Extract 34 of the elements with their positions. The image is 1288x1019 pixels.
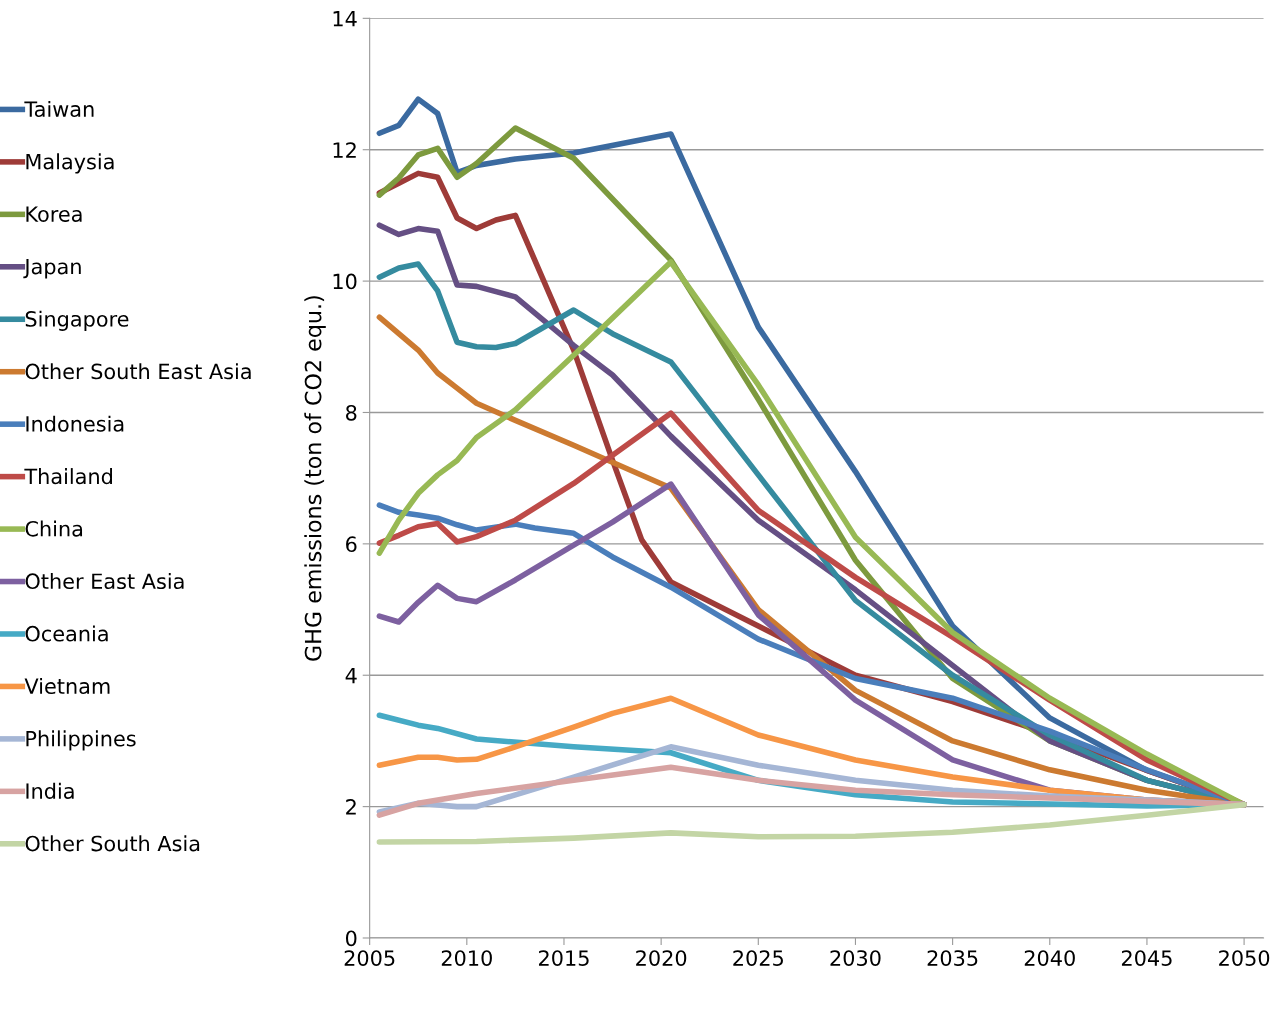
x-tick-label: 2045 (1121, 950, 1172, 966)
legend-label: Singapore (25, 310, 129, 331)
y-axis-title: GHG emissions (ton of CO2 equ.) (304, 296, 326, 661)
legend-label: Thailand (24, 468, 112, 485)
y-tick-label: 6 (346, 536, 357, 553)
x-tick-label: 2020 (636, 950, 687, 966)
x-tick-label: 2015 (538, 950, 589, 966)
legend-label: Japan (23, 258, 81, 279)
x-tick-label: 2030 (830, 950, 881, 966)
legend-label: China (25, 520, 83, 537)
legend-label: Other South East Asia (25, 363, 251, 380)
legend-label: Other South Asia (25, 835, 200, 852)
legend-label: Oceania (25, 625, 108, 642)
legend-label: Other East Asia (25, 572, 184, 590)
y-tick-label: 2 (346, 799, 356, 815)
legend-label: Malaysia (26, 153, 114, 174)
y-tick-label: 14 (333, 11, 357, 27)
x-tick-label: 2010 (441, 950, 492, 966)
legend-label: Korea (26, 206, 82, 222)
y-tick-label: 4 (345, 667, 357, 684)
x-tick-label: 2035 (927, 950, 978, 966)
x-tick-label: 2005 (344, 950, 395, 966)
y-tick-label: 0 (345, 930, 357, 947)
x-tick-label: 2025 (733, 950, 783, 966)
y-tick-label: 10 (333, 273, 357, 290)
x-tick-label: 2040 (1024, 950, 1075, 966)
x-tick-label: 2050 (1219, 950, 1270, 966)
legend-label: Philippines (26, 730, 136, 751)
legend-label: Vietnam (24, 677, 110, 695)
y-tick-label: 8 (346, 404, 357, 421)
legend-label: Indonesia (26, 415, 124, 432)
y-tick-label: 12 (333, 142, 356, 158)
legend-label: India (26, 782, 74, 799)
legend-label: Taiwan (24, 100, 94, 118)
